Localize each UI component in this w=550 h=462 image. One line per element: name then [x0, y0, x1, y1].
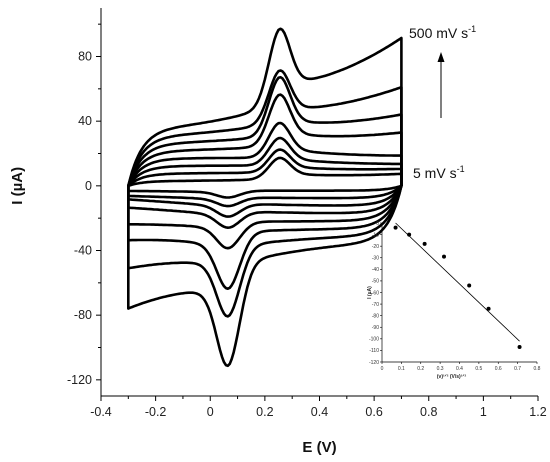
inset-x-tick-label: 0.4: [456, 366, 463, 372]
cv-curve: [127, 27, 403, 368]
x-tick-label: 1.2: [529, 405, 546, 419]
y-tick-label: 40: [78, 114, 92, 128]
inset-y-axis-title: I (µA): [367, 286, 373, 299]
scan-rate-top-text: 500 mV s: [409, 25, 468, 41]
cv-curve: [127, 148, 403, 208]
y-tick-label: -40: [74, 244, 92, 258]
x-tick-label: 1: [480, 405, 487, 419]
x-axis-ticks: -0.4 -0.2 0 0.2 0.4 0.6 0.8 1 1.2: [90, 396, 547, 419]
inset-y-axis-ticks: 0 -10 -20 -30 -40 -50 -60 -70 -80 -90 -100 -110 -120: [369, 221, 382, 366]
y-tick-label: -120: [67, 373, 92, 387]
inset-x-tick-label: 0.7: [514, 366, 521, 372]
inset-y-tick-label: -70: [372, 302, 379, 308]
x-tick-label: 0: [207, 405, 214, 419]
x-tick-label: 0.2: [256, 405, 273, 419]
inset-y-tick-label: -20: [372, 244, 379, 250]
scan-rate-bottom-text: 5 mV s: [413, 165, 457, 181]
inset-data-point: [517, 344, 522, 349]
scan-rate-top-label: 500 mV s-1: [409, 24, 476, 41]
inset-data-point: [422, 241, 427, 246]
inset-data-point: [442, 254, 446, 259]
scan-rate-arrowhead: [437, 52, 445, 62]
inset-x-tick-label: 0.2: [417, 366, 424, 372]
inset-x-tick-label: 0.5: [475, 366, 482, 372]
inset-y-tick-label: -10: [372, 232, 379, 238]
inset-data-point: [393, 225, 398, 230]
inset-x-tick-label: 0: [381, 366, 384, 372]
scan-rate-bottom-label: 5 mV s-1: [413, 164, 465, 181]
inset-fit-line: [395, 222, 520, 342]
x-tick-label: 0.8: [420, 405, 437, 419]
cv-curve: [127, 69, 403, 318]
y-tick-label: -80: [74, 308, 92, 322]
y-axis-title: I (µA): [9, 167, 26, 205]
inset-y-tick-label: -50: [372, 279, 379, 285]
inset-x-tick-label: 0.6: [495, 366, 502, 372]
inset-y-tick-label: -60: [372, 290, 379, 296]
inset-y-tick-label: -110: [369, 348, 379, 354]
inset-x-tick-label: 0.8: [534, 366, 541, 372]
y-tick-label: 0: [85, 179, 92, 193]
inset-x-tick-label: 0.3: [437, 366, 444, 372]
inset-y-tick-label: -100: [369, 337, 379, 343]
inset-data-point: [486, 306, 491, 311]
x-tick-label: -0.4: [90, 405, 112, 419]
cv-curve: [127, 136, 403, 218]
x-tick-label: 0.6: [365, 405, 382, 419]
cv-curves: [127, 27, 403, 368]
x-tick-label: 0.4: [311, 405, 328, 419]
scan-rate-bottom-exponent: -1: [457, 164, 465, 174]
inset-chart: 0 0.1 0.2 0.3 0.4 0.5 0.6 0.7 0.8 0 -10 -20 -30 -40 -…: [367, 221, 541, 380]
inset-data-points: [393, 225, 522, 349]
inset-x-axis-ticks: 0 0.1 0.2 0.3 0.4 0.5 0.6 0.7 0.8: [381, 362, 541, 372]
x-tick-label: -0.2: [145, 405, 167, 419]
inset-data-point: [467, 283, 472, 288]
inset-y-tick-label: -30: [372, 256, 379, 262]
x-axis-title: E (V): [302, 439, 336, 456]
inset-y-tick-label: -80: [372, 313, 379, 319]
inset-y-tick-label: -90: [372, 325, 379, 331]
inset-y-tick-label: -40: [372, 267, 379, 273]
inset-y-tick-label: -120: [369, 360, 379, 366]
inset-y-tick-label: 0: [376, 221, 379, 227]
y-axis-ticks: -120 -80 -40 0 40 80: [67, 23, 101, 387]
inset-x-tick-label: 0.1: [398, 366, 405, 372]
y-tick-label: 80: [78, 50, 92, 64]
scan-rate-top-exponent: -1: [468, 24, 476, 34]
inset-x-axis-title: (v)¹ᐟ² (V/s)¹ᐟ²: [437, 374, 467, 380]
inset-data-point: [407, 232, 412, 237]
